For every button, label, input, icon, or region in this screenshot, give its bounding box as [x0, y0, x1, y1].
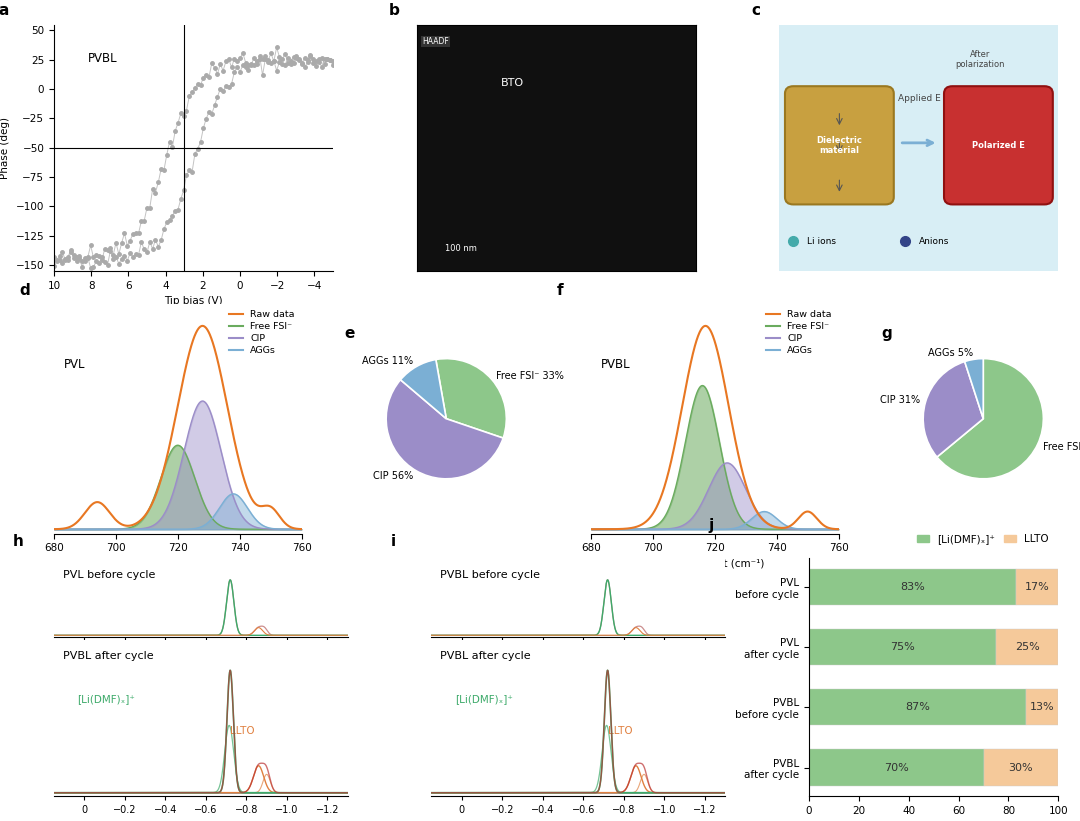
Legend: Raw data, Free FSI⁻, CIP, AGGs: Raw data, Free FSI⁻, CIP, AGGs: [764, 309, 834, 357]
Text: 70%: 70%: [883, 763, 908, 773]
Text: LLTO: LLTO: [230, 726, 255, 736]
Text: d: d: [19, 282, 30, 297]
Text: PVBL after cycle: PVBL after cycle: [63, 650, 153, 661]
Text: Free FSI⁻ 33%: Free FSI⁻ 33%: [497, 370, 565, 381]
Text: a: a: [0, 2, 9, 18]
Text: CIP 56%: CIP 56%: [374, 471, 414, 481]
X-axis label: Raman shift (cm⁻¹): Raman shift (cm⁻¹): [665, 559, 765, 569]
Text: 13%: 13%: [1030, 703, 1054, 713]
Wedge shape: [923, 361, 983, 457]
Wedge shape: [401, 360, 446, 419]
Text: [Li(DMF)ₓ]⁺: [Li(DMF)ₓ]⁺: [455, 695, 513, 704]
Text: e: e: [345, 326, 354, 341]
Text: PVL: PVL: [64, 358, 85, 371]
Text: Applied E: Applied E: [897, 94, 941, 103]
Text: h: h: [13, 534, 24, 549]
Text: 25%: 25%: [1015, 642, 1040, 652]
Text: Li ions: Li ions: [807, 237, 836, 245]
Wedge shape: [964, 359, 983, 419]
Text: i: i: [390, 534, 395, 549]
FancyBboxPatch shape: [944, 86, 1053, 204]
Bar: [809, 690, 1026, 726]
Text: c: c: [752, 2, 760, 18]
Text: BTO: BTO: [500, 78, 524, 88]
Text: Anions: Anions: [919, 237, 949, 245]
Wedge shape: [436, 359, 507, 438]
Text: PVBL: PVBL: [600, 358, 631, 371]
Text: [Li(DMF)ₓ]⁺: [Li(DMF)ₓ]⁺: [78, 695, 135, 704]
Text: g: g: [881, 326, 892, 341]
Text: Free FSI⁻ 64%: Free FSI⁻ 64%: [1043, 442, 1080, 452]
Text: 30%: 30%: [1009, 763, 1034, 773]
X-axis label: Tip bias (V): Tip bias (V): [164, 296, 222, 306]
Text: HAADF: HAADF: [422, 37, 449, 46]
Bar: [996, 629, 1058, 665]
Legend: Raw data, Free FSI⁻, CIP, AGGs: Raw data, Free FSI⁻, CIP, AGGs: [227, 309, 297, 357]
Text: LLTO: LLTO: [608, 726, 632, 736]
Wedge shape: [937, 359, 1043, 479]
Text: PVBL: PVBL: [87, 52, 117, 65]
X-axis label: Raman shift (cm⁻¹): Raman shift (cm⁻¹): [129, 559, 228, 569]
Text: f: f: [556, 282, 563, 297]
Text: PVBL before cycle: PVBL before cycle: [441, 570, 540, 580]
Y-axis label: Phase (deg): Phase (deg): [0, 117, 10, 179]
Text: CIP 31%: CIP 31%: [879, 395, 920, 406]
Text: j: j: [708, 518, 714, 533]
Text: 83%: 83%: [900, 582, 924, 592]
Text: AGGs 11%: AGGs 11%: [362, 356, 414, 366]
Bar: [1016, 569, 1058, 605]
Bar: [1026, 690, 1058, 726]
Text: b: b: [389, 2, 400, 18]
Bar: [809, 750, 984, 786]
Text: PVBL after cycle: PVBL after cycle: [441, 650, 530, 661]
Text: After
polarization: After polarization: [956, 49, 1005, 69]
FancyBboxPatch shape: [785, 86, 894, 204]
Text: 75%: 75%: [890, 642, 915, 652]
Legend: [Li(DMF)ₓ]⁺, LLTO: [Li(DMF)ₓ]⁺, LLTO: [913, 530, 1053, 548]
Wedge shape: [387, 380, 503, 479]
Text: 100 nm: 100 nm: [445, 244, 476, 253]
Text: 17%: 17%: [1025, 582, 1050, 592]
Text: Dielectric
material: Dielectric material: [816, 135, 862, 155]
Bar: [809, 569, 1016, 605]
Bar: [809, 629, 996, 665]
Text: Polarized E: Polarized E: [972, 141, 1025, 149]
Text: 87%: 87%: [905, 703, 930, 713]
Text: PVL before cycle: PVL before cycle: [63, 570, 156, 580]
Text: AGGs 5%: AGGs 5%: [928, 348, 973, 359]
Bar: [984, 750, 1058, 786]
